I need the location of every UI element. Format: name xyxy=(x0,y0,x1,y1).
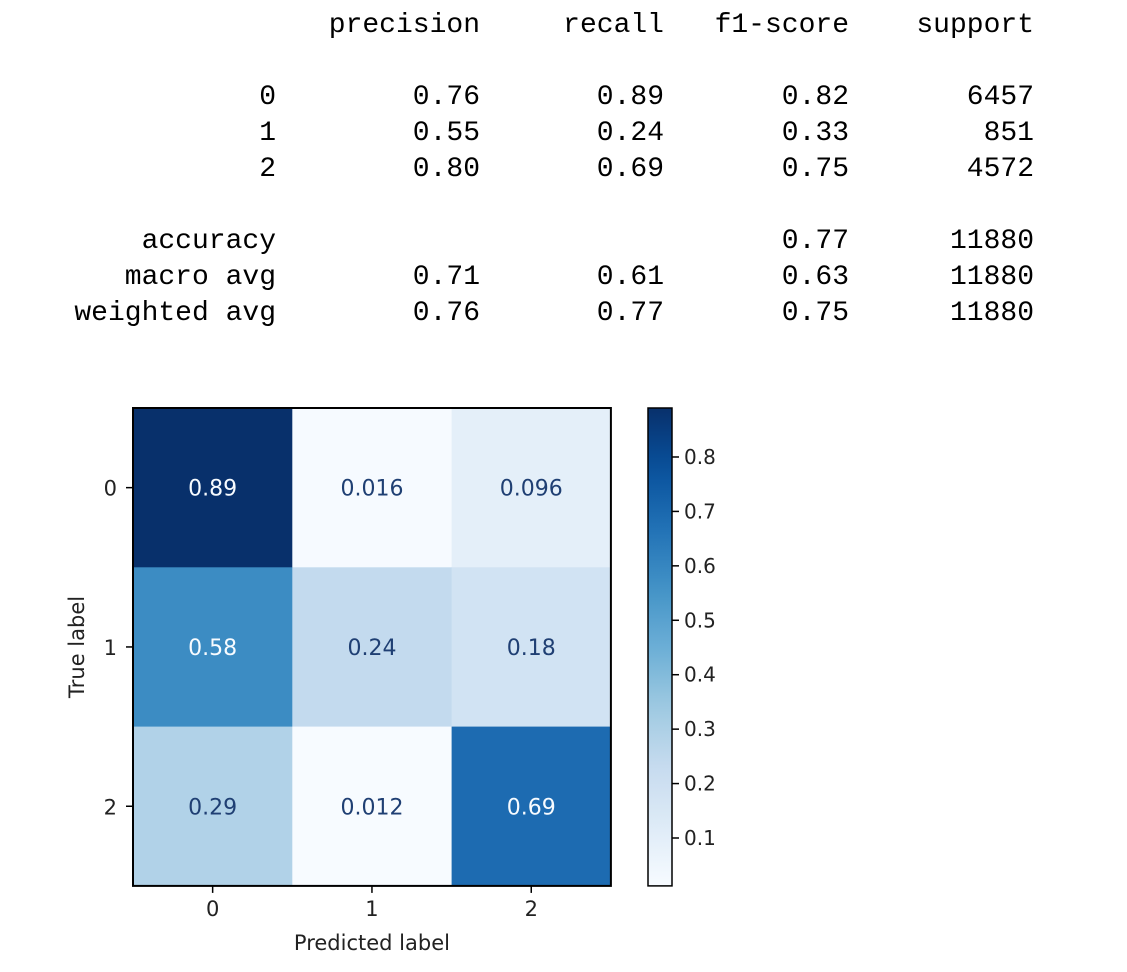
report-cell-2-support: 4572 xyxy=(966,154,1034,185)
report-cell-0-support: 6457 xyxy=(966,82,1034,113)
colorbar-tick-label-7: 0.8 xyxy=(684,445,716,469)
report-cell-weighted-avg-recall: 0.77 xyxy=(596,298,664,329)
x-axis-label: Predicted label xyxy=(294,931,450,955)
report-cell-macro-avg-recall: 0.61 xyxy=(596,262,664,293)
matrix-cell-label-0-0: 0.89 xyxy=(188,477,237,502)
matrix-cell-1-1 xyxy=(292,567,453,728)
colorbar-tick-label-4: 0.5 xyxy=(684,608,716,632)
report-row-label-macro-avg: macro avg xyxy=(124,262,276,293)
report-cell-weighted-avg-support: 11880 xyxy=(949,298,1034,329)
report-cell-1-precision: 0.55 xyxy=(412,118,480,149)
report-cell-accuracy-support: 11880 xyxy=(949,226,1034,257)
report-header-support: support xyxy=(916,10,1034,41)
report-cell-1-f1: 0.33 xyxy=(781,118,849,149)
matrix-cell-0-1 xyxy=(292,408,453,568)
report-header-recall: recall xyxy=(563,10,664,41)
matrix-cell-1-2 xyxy=(451,567,612,728)
report-row-label-2: 2 xyxy=(259,154,276,185)
matrix-cell-2-2 xyxy=(451,726,612,887)
matrix-cell-label-0-2: 0.096 xyxy=(500,477,563,502)
report-cell-2-f1: 0.75 xyxy=(781,154,849,185)
x-tick-label-0: 0 xyxy=(206,897,219,921)
report-cell-2-recall: 0.69 xyxy=(596,154,664,185)
report-row-label-1: 1 xyxy=(259,118,276,149)
matrix-cell-label-1-2: 0.18 xyxy=(507,636,556,661)
report-cell-accuracy-f1: 0.77 xyxy=(781,226,849,257)
matrix-cell-label-0-1: 0.016 xyxy=(340,477,403,502)
matrix-cell-0-0 xyxy=(133,408,293,568)
report-cell-weighted-avg-precision: 0.76 xyxy=(412,298,480,329)
colorbar-tick-label-6: 0.7 xyxy=(684,499,716,523)
matrix-cell-label-2-2: 0.69 xyxy=(507,795,556,820)
colorbar-tick-label-1: 0.2 xyxy=(684,772,716,796)
matrix-cell-label-2-0: 0.29 xyxy=(188,795,237,820)
matrix-cell-label-1-0: 0.58 xyxy=(188,636,237,661)
report-header-precision: precision xyxy=(328,10,480,41)
matrix-cell-0-2 xyxy=(451,408,612,568)
confusion-matrix-plot: 0.89 0.016 0.096 0.58 0.24 0.18 0.29 0.012 0.69 0… xyxy=(0,340,760,967)
colorbar-tick-label-5: 0.6 xyxy=(684,554,716,578)
report-cell-0-precision: 0.76 xyxy=(412,82,480,113)
colorbar-tick-label-2: 0.3 xyxy=(684,717,716,741)
report-row-label-weighted-avg: weighted avg xyxy=(74,298,276,329)
matrix-cell-2-0 xyxy=(133,726,293,887)
classification-report: precision recall f1-score support 0 0.76 0.89 0… xyxy=(0,0,1127,340)
colorbar xyxy=(647,407,673,887)
y-tick-label-1: 1 xyxy=(104,636,117,660)
confusion-matrix-svg: 0.89 0.016 0.096 0.58 0.24 0.18 0.29 0.012 0.69 0… xyxy=(65,407,716,955)
y-tick-label-0: 0 xyxy=(104,477,117,501)
report-header-f1-score: f1-score xyxy=(714,10,849,41)
y-tick-label-2: 2 xyxy=(104,795,117,819)
x-tick-label-1: 1 xyxy=(365,897,378,921)
report-cell-1-recall: 0.24 xyxy=(596,118,664,149)
matrix-cell-label-1-1: 0.24 xyxy=(347,636,396,661)
colorbar-tick-label-0: 0.1 xyxy=(684,826,716,850)
report-cell-macro-avg-precision: 0.71 xyxy=(412,262,480,293)
report-cell-1-support: 851 xyxy=(983,118,1034,149)
matrix-cell-label-2-1: 0.012 xyxy=(340,795,403,820)
matrix-cell-1-0 xyxy=(133,567,293,728)
report-row-label-0: 0 xyxy=(259,82,276,113)
colorbar-tick-label-3: 0.4 xyxy=(684,663,716,687)
report-cell-weighted-avg-f1: 0.75 xyxy=(781,298,849,329)
report-cell-0-recall: 0.89 xyxy=(596,82,664,113)
report-row-label-accuracy: accuracy xyxy=(141,226,276,257)
matrix-cell-2-1 xyxy=(292,726,453,887)
report-cell-2-precision: 0.80 xyxy=(412,154,480,185)
y-axis-label: True label xyxy=(65,596,89,699)
x-tick-label-2: 2 xyxy=(525,897,538,921)
report-cell-macro-avg-f1: 0.63 xyxy=(781,262,849,293)
report-cell-0-f1: 0.82 xyxy=(781,82,849,113)
report-cell-macro-avg-support: 11880 xyxy=(949,262,1034,293)
